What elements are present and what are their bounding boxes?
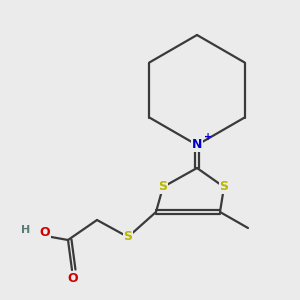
Text: S: S	[124, 230, 133, 244]
Text: O: O	[68, 272, 78, 286]
Text: S: S	[220, 181, 229, 194]
Text: N: N	[192, 139, 202, 152]
Text: H: H	[21, 225, 31, 235]
Text: +: +	[204, 132, 212, 142]
Text: O: O	[40, 226, 50, 239]
Text: S: S	[158, 181, 167, 194]
